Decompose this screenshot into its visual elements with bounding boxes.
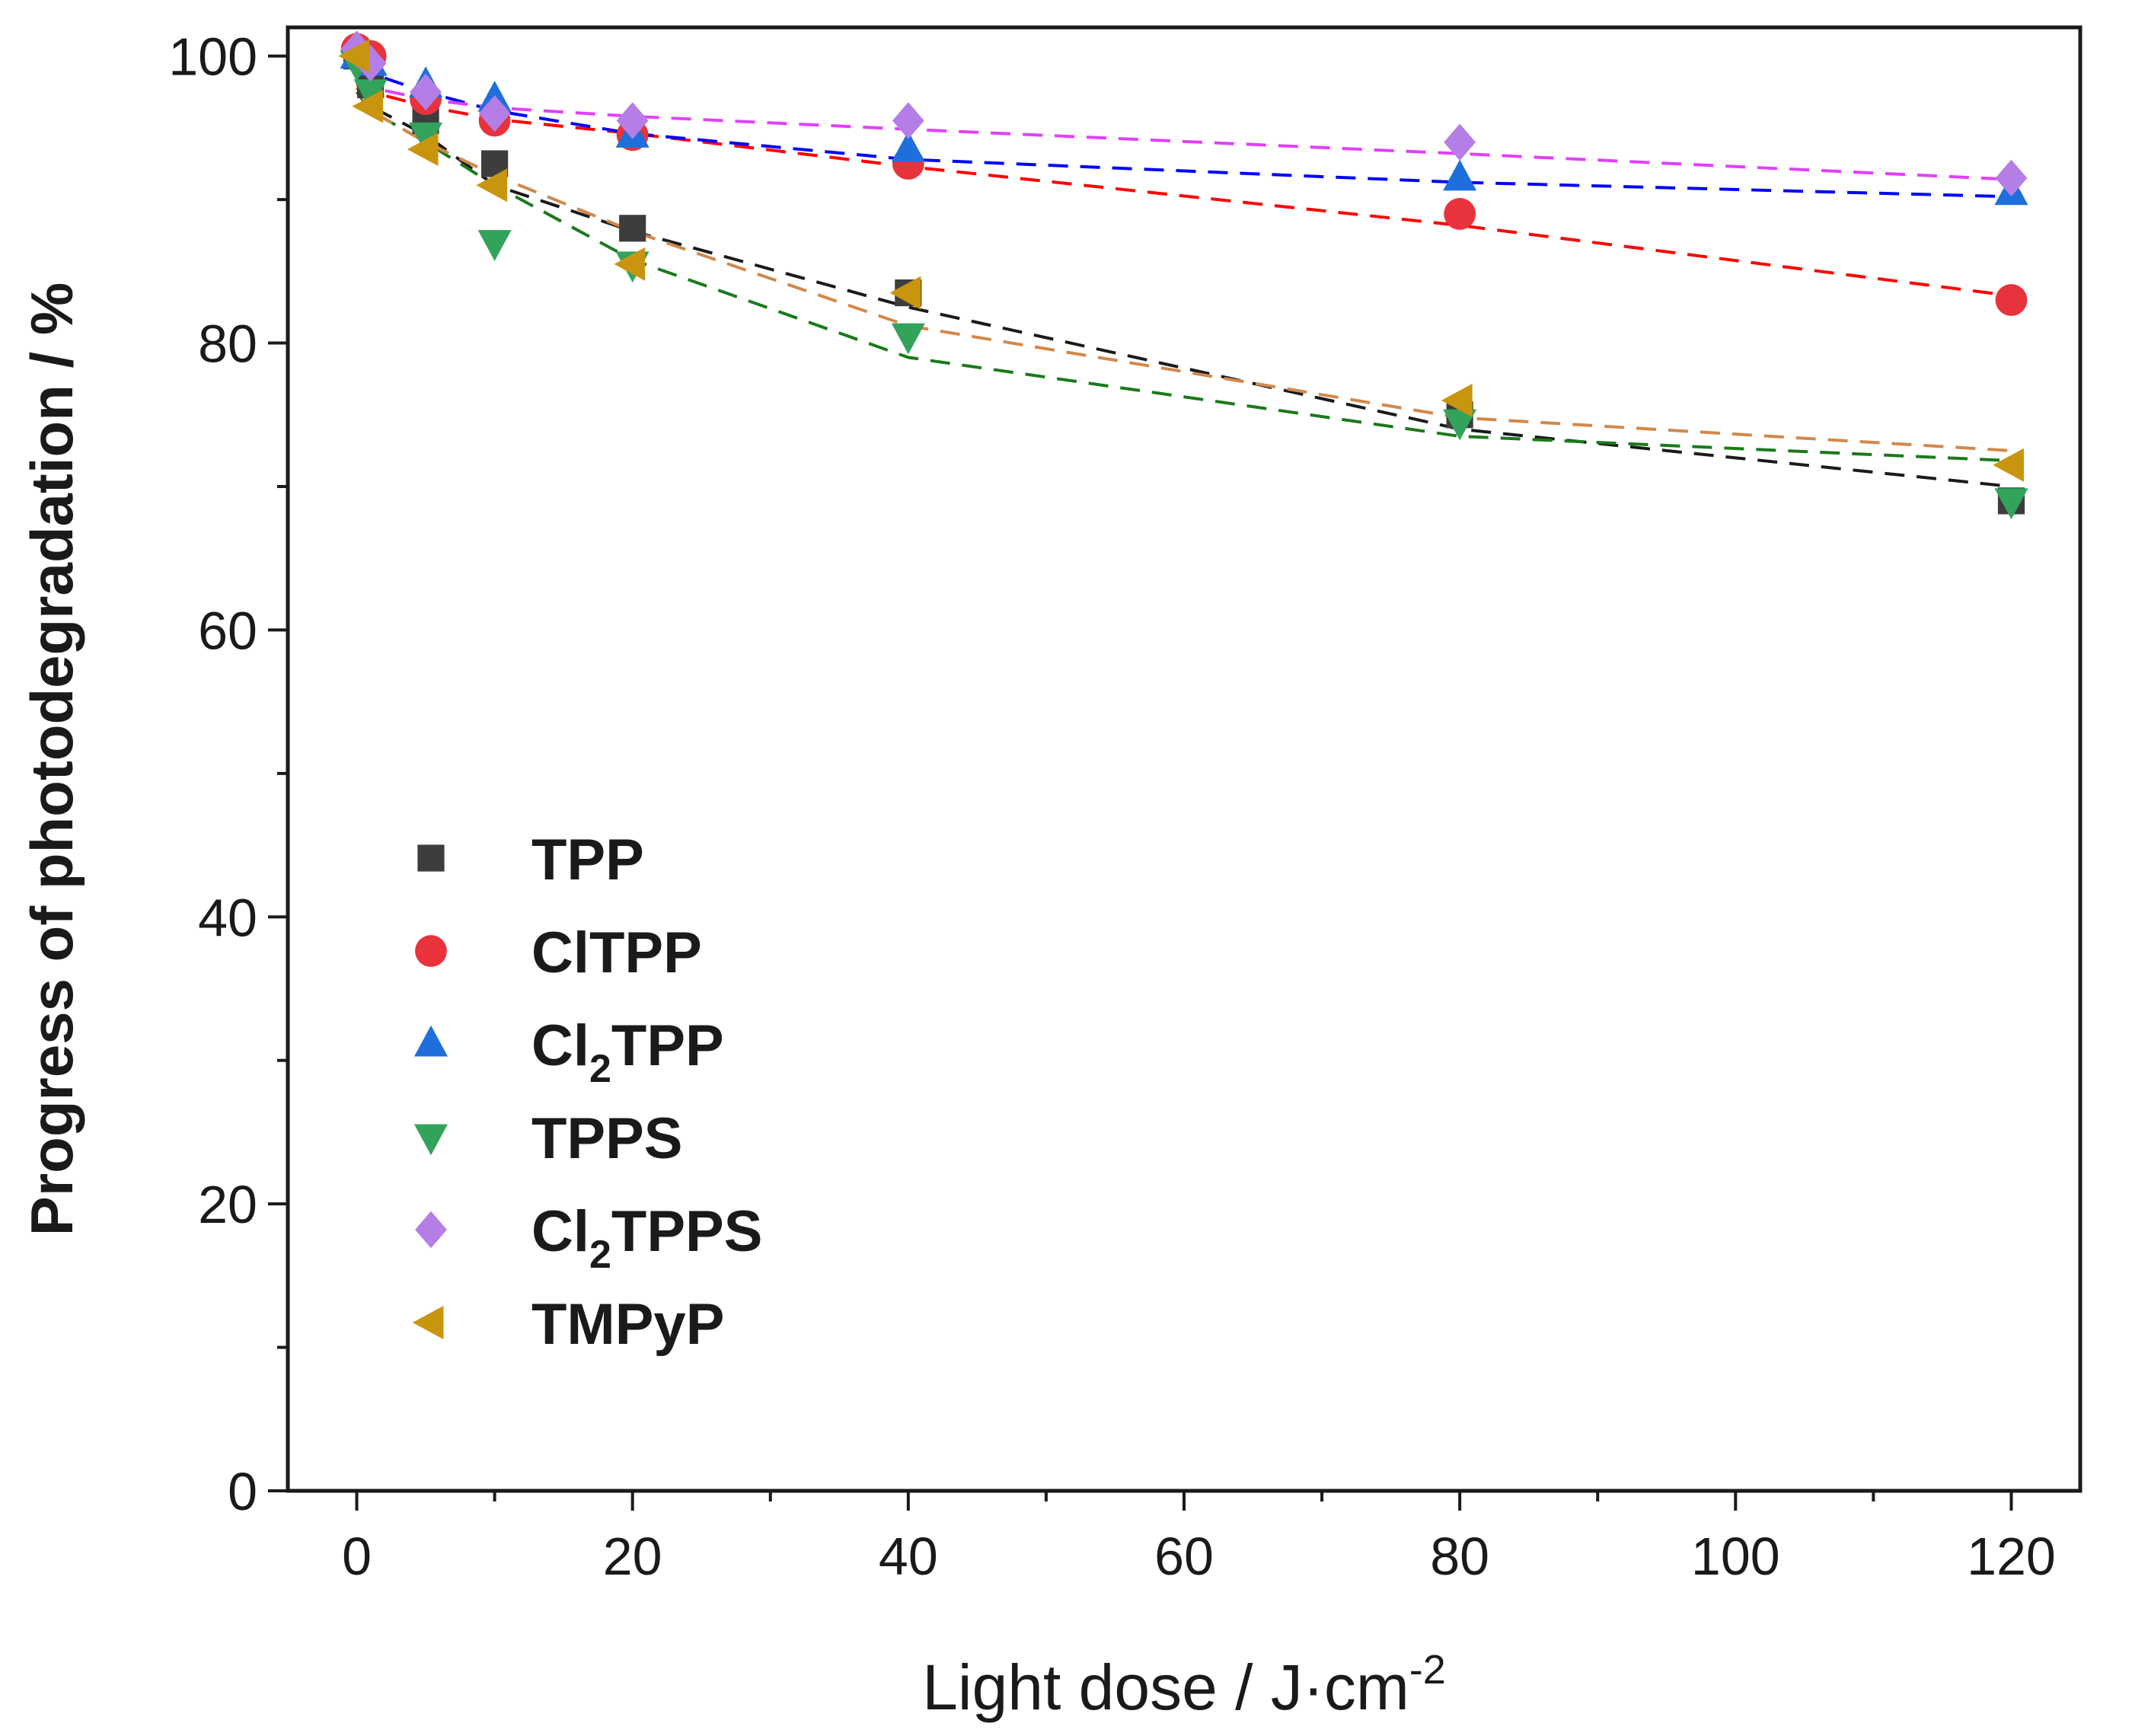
plot-frame [286, 25, 2083, 1493]
legend-label-text: Cl [531, 1013, 589, 1078]
legend-label-text: Cl [531, 1199, 589, 1264]
legend-label-text: ClTPP [531, 921, 702, 985]
data-point-tmpyp [476, 168, 508, 203]
x-tick-label: 20 [603, 1527, 662, 1586]
data-point-tpps [353, 79, 388, 110]
data-point-tpps [1443, 409, 1477, 441]
legend-marker-cltpp [415, 935, 447, 967]
data-point-tpps [1994, 488, 2028, 520]
legend-label-tmpyp: TMPyP [531, 1292, 724, 1357]
data-point-tmpyp [889, 276, 921, 310]
legend-marker-tpp [417, 844, 445, 872]
x-tick-label: 60 [1154, 1527, 1214, 1586]
legend-marker-cl2tpps [415, 1211, 447, 1249]
fit-line-cl2tpp [356, 62, 2012, 199]
axis-ticks [268, 54, 2013, 1511]
data-point-tpp [619, 215, 646, 242]
y-tick-label: 20 [198, 1175, 257, 1234]
data-point-cl2tpps [478, 94, 511, 132]
x-axis-title-text: Light dose / J·cm [922, 1651, 1409, 1723]
legend-label-tpps: TPPS [531, 1106, 683, 1171]
y-tick-label: 0 [228, 1462, 257, 1521]
data-point-tmpyp [614, 247, 646, 281]
legend-marker-cl2tpp [414, 1025, 448, 1057]
y-tick-label: 40 [198, 888, 257, 947]
data-point-cl2tpps [1995, 159, 2028, 197]
data-point-tpps [477, 230, 512, 261]
tick-labels: 0 20 40 60 80 100 120 0 20 40 60 80 100 [168, 27, 2056, 1586]
legend-marker-tpps [414, 1124, 448, 1156]
y-axis-title: Progress of photodegradation / % [18, 282, 85, 1236]
data-point-tmpyp [1993, 448, 2024, 482]
data-point-tmpyp [1441, 383, 1473, 417]
data-point-cltpp [1444, 198, 1476, 230]
legend-label-text: TPPS [531, 1106, 683, 1171]
legend-label-text: TPP [531, 828, 644, 892]
legend-label-subscript: 2 [589, 1233, 611, 1277]
y-tick-label: 60 [198, 601, 257, 660]
legend-label-subscript: 2 [589, 1047, 611, 1091]
data-point-cl2tpps [1444, 123, 1476, 161]
y-tick-label: 80 [198, 314, 257, 374]
data-points [338, 30, 2028, 520]
data-point-cltpp [1995, 284, 2028, 316]
data-point-tpps [891, 323, 925, 355]
legend-label-cl2tpp: Cl2TPP [531, 1013, 724, 1091]
legend-label-text: TPP [611, 1013, 724, 1078]
data-point-cl2tpps [410, 73, 442, 110]
x-axis-title-superscript: -2 [1409, 1647, 1446, 1693]
fit-line-tpps [355, 91, 2012, 463]
fit-lines [355, 62, 2012, 488]
x-tick-label: 80 [1430, 1527, 1489, 1586]
legend-label-tpp: TPP [531, 828, 644, 892]
x-tick-label: 100 [1691, 1527, 1780, 1586]
legend-marker-tmpyp [412, 1306, 444, 1339]
x-tick-label: 40 [879, 1527, 938, 1586]
x-tick-label: 0 [342, 1527, 372, 1586]
legend-label-cl2tpps: Cl2TPPS [531, 1199, 762, 1277]
legend-label-text: TPPS [611, 1199, 763, 1264]
data-point-cl2tpp [891, 130, 925, 162]
legend-label-cltpp: ClTPP [531, 921, 702, 985]
legend-label-text: TMPyP [531, 1292, 724, 1357]
data-point-tpps [409, 122, 443, 154]
data-point-tmpyp [407, 132, 439, 167]
data-point-cl2tpps [892, 102, 924, 139]
x-tick-label: 120 [1967, 1527, 2056, 1586]
y-tick-label: 100 [168, 27, 257, 87]
data-point-tmpyp [352, 89, 384, 123]
data-point-tmpyp [338, 39, 370, 73]
data-point-cl2tpps [616, 102, 649, 139]
data-point-cl2tpp [1443, 159, 1477, 191]
x-axis-title: Light dose / J·cm-2 [922, 1647, 1446, 1723]
